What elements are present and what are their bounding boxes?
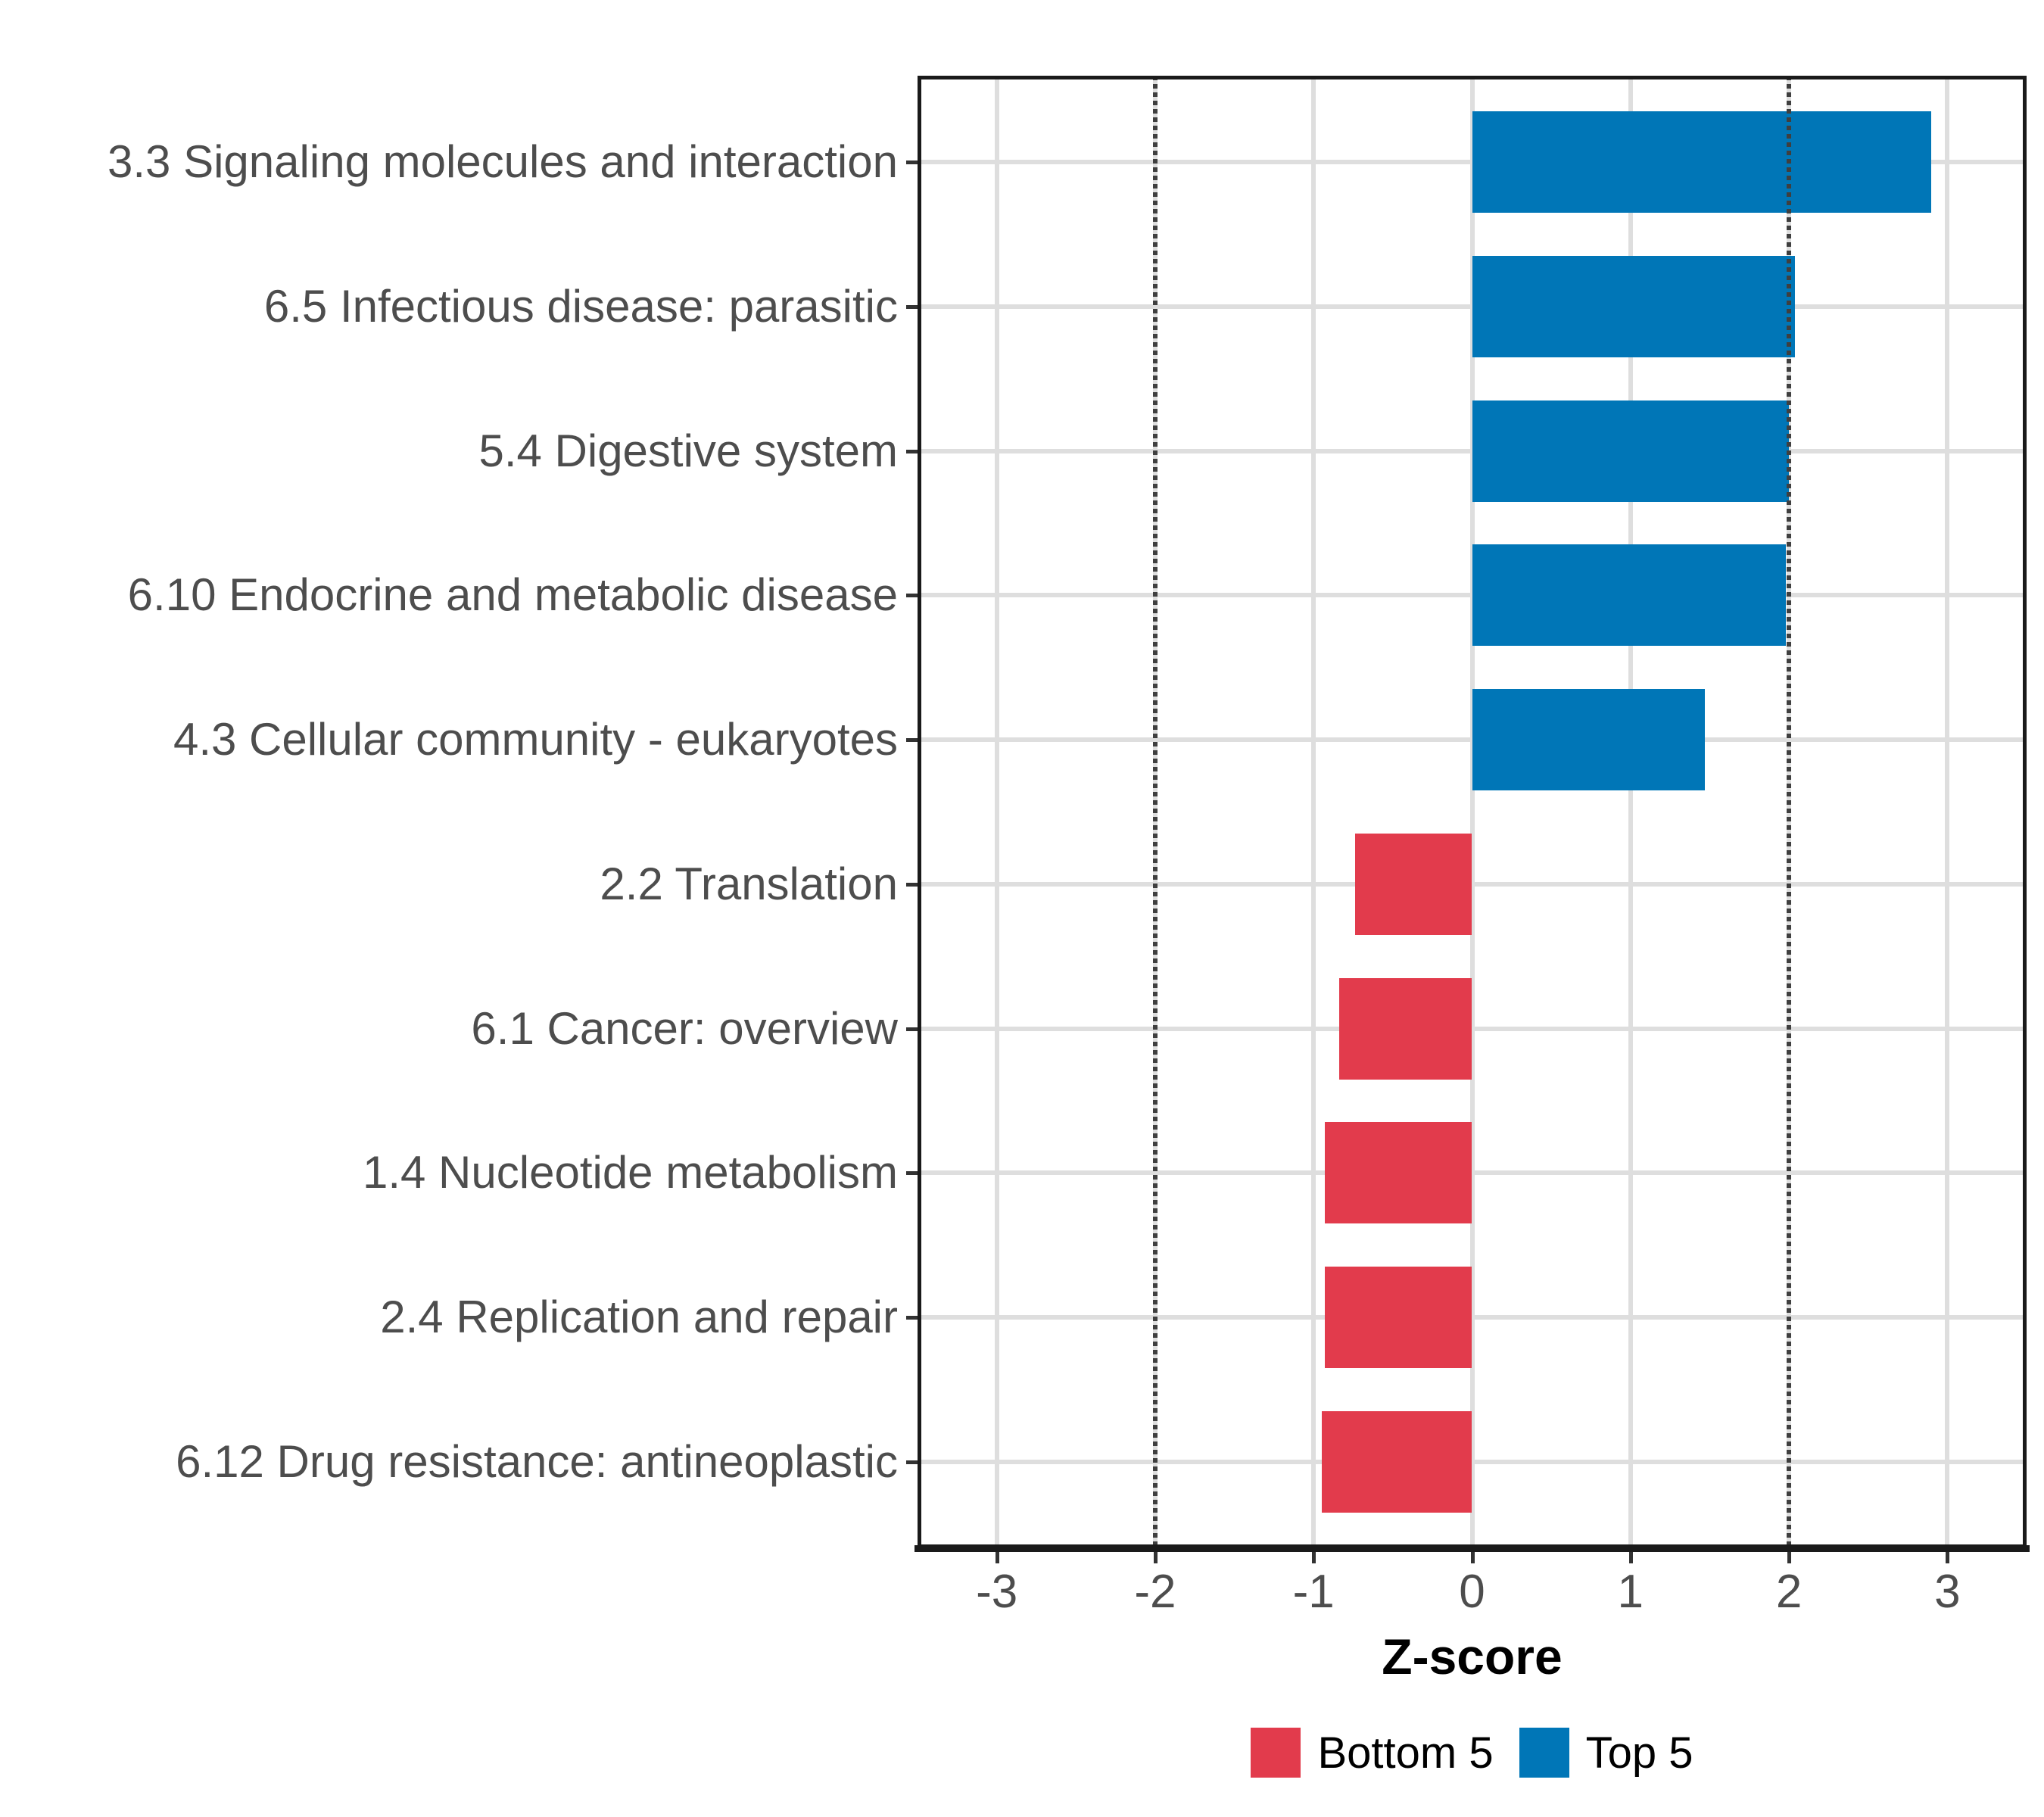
x-tick-label: 3 [1934,1566,1961,1618]
bar-top5 [1472,400,1790,502]
category-label: 2.2 Translation [600,858,898,909]
y-gridline [918,1026,2027,1031]
y-tick-mark [906,738,918,743]
legend-swatch [1251,1728,1301,1778]
x-gridline [1311,76,1316,1548]
y-gridline [918,1459,2027,1464]
legend-item-bottom-5: Bottom 5 [1251,1728,1494,1778]
bar-bottom5 [1354,833,1472,935]
x-tick-label: -2 [1134,1566,1176,1618]
x-gridline [1628,76,1633,1548]
plot-panel [918,76,2027,1548]
y-tick-mark [906,1171,918,1176]
x-tick-mark [1153,1551,1158,1563]
y-tick-mark [906,161,918,165]
category-label: 3.3 Signaling molecules and interaction [107,136,898,188]
category-label: 5.4 Digestive system [478,425,898,476]
category-label: 6.1 Cancer: overview [471,1002,898,1054]
x-tick-label: 2 [1775,1566,1803,1618]
category-label: 6.10 Endocrine and metabolic disease [127,569,898,621]
x-tick-mark [1470,1551,1475,1563]
y-tick-mark [906,1460,918,1464]
x-tick-mark [1787,1551,1792,1563]
y-tick-mark [906,594,918,598]
legend: Bottom 5 Top 5 [918,1719,2027,1787]
bar-bottom5 [1324,1266,1472,1368]
y-tick-mark [906,1027,918,1031]
bar-bottom5 [1338,977,1472,1080]
category-label: 4.3 Cellular community - eukaryotes [173,714,898,765]
x-axis-line [915,1545,2030,1552]
y-gridline [918,881,2027,887]
x-gridline [1945,76,1950,1548]
bar-top5 [1472,544,1786,647]
y-tick-mark [906,449,918,453]
y-gridline [918,1314,2027,1320]
x-gridline [1469,76,1475,1548]
bar-bottom5 [1324,1122,1472,1224]
y-tick-mark [906,305,918,310]
reference-line [1152,76,1158,1548]
x-tick-label: 0 [1459,1566,1485,1618]
x-tick-mark [1312,1551,1316,1563]
y-tick-mark [906,1315,918,1320]
x-tick-mark [1946,1551,1950,1563]
x-tick-label: -1 [1292,1566,1335,1618]
legend-swatch [1519,1728,1569,1778]
reference-line [1787,76,1792,1548]
legend-label: Bottom 5 [1317,1728,1494,1778]
category-label: 1.4 Nucleotide metabolism [362,1147,898,1198]
x-tick-label: -3 [976,1566,1018,1618]
legend-label: Top 5 [1585,1728,1693,1778]
bar-top5 [1472,256,1796,358]
x-tick-mark [995,1551,999,1563]
x-gridline [994,76,999,1548]
legend-item-top-5: Top 5 [1519,1728,1693,1778]
x-tick-label: 1 [1617,1566,1644,1618]
y-tick-mark [906,882,918,887]
bar-bottom5 [1321,1410,1472,1513]
category-label: 6.5 Infectious disease: parasitic [263,281,898,332]
x-tick-mark [1628,1551,1633,1563]
bar-top5 [1472,111,1932,213]
category-label: 2.4 Replication and repair [380,1291,898,1342]
x-axis-title: Z-score [1382,1628,1563,1685]
bar-top5 [1472,689,1706,791]
y-gridline [918,1170,2027,1176]
category-label: 6.12 Drug resistance: antineoplastic [176,1435,898,1487]
